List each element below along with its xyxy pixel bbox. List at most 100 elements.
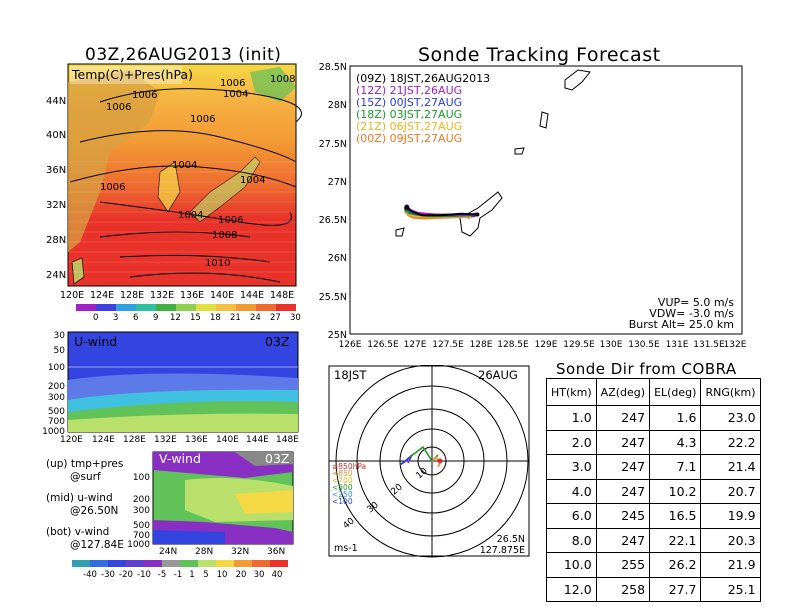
- polar-legend-item: <500: [332, 483, 353, 492]
- contour-label: 1004: [223, 89, 248, 100]
- lon-label: 140E: [210, 290, 234, 301]
- colorbar-label: 24: [250, 313, 261, 322]
- temperature-pressure-map: Temp(C)+Pres(hPa) 1006 1006 1004 1006 10…: [46, 63, 302, 322]
- track-legend: (09Z) 18JST,26AUG2013 (12Z) 21JST,26AUG …: [356, 72, 490, 145]
- polar-legend: ≥850hPa <850 <700 <500 <250 <100: [332, 462, 366, 506]
- v-x-label: 28N: [195, 547, 213, 557]
- note-line: @127.84E: [70, 539, 124, 551]
- table-cell: 245: [595, 503, 651, 529]
- u-y-label: 300: [48, 393, 65, 403]
- table-row: 12.0 258 27.7 25.1: [546, 576, 761, 602]
- table-row: 3.0 247 7.1 21.4: [546, 454, 761, 480]
- track-legend-item: (15Z) 00JST,27AUG: [356, 96, 462, 109]
- table-cell: 1.6: [649, 405, 702, 431]
- contour-label: 1004: [172, 160, 197, 171]
- lon-label: 148E: [270, 290, 294, 301]
- v-x-label: 24N: [159, 547, 177, 557]
- table-cell: 258: [595, 576, 651, 602]
- island-okinawa: [459, 191, 503, 237]
- table-cell: 16.5: [649, 503, 702, 529]
- track-end-point: [475, 212, 480, 217]
- table-cell: 255: [595, 552, 651, 578]
- note-line: (mid) u-wind: [46, 492, 113, 504]
- vup-text: VUP= 5.0 m/s: [658, 296, 734, 309]
- lat-label: 32N: [46, 200, 66, 211]
- table-header: AZ(deg): [595, 378, 651, 406]
- korea-landmass: [157, 161, 181, 213]
- polar-location-lon: 127.875E: [480, 545, 525, 556]
- lon-label: 128E: [120, 290, 144, 301]
- contour-label: 1006: [220, 78, 245, 89]
- contour-label: 1006: [218, 215, 243, 226]
- island-small-2: [539, 111, 549, 129]
- track-lat-label: 26.5N: [319, 215, 347, 226]
- table-cell: 25.1: [700, 576, 761, 602]
- sonde-params: VUP= 5.0 m/s VDW= -3.0 m/s Burst Alt= 25…: [629, 296, 735, 331]
- u-wind-band-yellow: [68, 413, 298, 432]
- map-lat-labels: 44N 40N 36N 32N 28N 24N: [46, 96, 66, 281]
- polar-date: 26AUG: [478, 368, 518, 382]
- note-line: (up) tmp+pres: [46, 458, 124, 470]
- track-legend-item: (18Z) 03JST,27AUG: [356, 108, 462, 121]
- track-start-point: [404, 205, 410, 211]
- u-x-label: 124E: [92, 435, 115, 444]
- table-body: 1.0 247 1.6 23.0 2.0 247 4.3 22.2 3.0 247 7.1 21.4 4…: [546, 405, 761, 602]
- u-y-label: 700: [48, 417, 65, 427]
- wind-colorbar-label: 5: [203, 570, 208, 580]
- table-cell: 22.1: [649, 527, 702, 553]
- u-x-label: 132E: [154, 435, 177, 444]
- contour-label: 1010: [205, 258, 230, 269]
- sonde-track-chart: (09Z) 18JST,26AUG2013 (12Z) 21JST,26AUG …: [319, 62, 747, 350]
- lat-label: 44N: [46, 96, 66, 107]
- china-landmass: [68, 70, 160, 252]
- table-row: 4.0 247 10.2 20.7: [546, 478, 761, 504]
- lon-label: 124E: [90, 290, 114, 301]
- polar-unit: ms-1: [334, 543, 358, 554]
- table-header-row: HT(km) AZ(deg) EL(deg) RNG(km): [546, 378, 761, 406]
- u-wind-panel: U-wind 03Z 30 50 100 200 300 500 700 100…: [42, 331, 299, 444]
- v-x-label: 36N: [267, 547, 285, 557]
- table-cell: 247: [595, 405, 651, 431]
- table-cell: 12.0: [546, 576, 597, 602]
- track-lat-label: 26N: [328, 253, 347, 264]
- wind-colorbar-label: 20: [236, 570, 247, 580]
- v-wind-gray: [235, 452, 293, 466]
- table-cell: 247: [595, 527, 651, 553]
- table-cell: 21.4: [700, 454, 761, 480]
- table-cell: 19.9: [700, 503, 761, 529]
- colorbar-label: 12: [170, 313, 181, 322]
- contour-label: 1008: [212, 230, 237, 241]
- track-lon-label: 132E: [724, 340, 747, 350]
- v-y-label: 300: [133, 506, 150, 516]
- u-y-label: 100: [48, 363, 65, 373]
- wind-colorbar-label: -1: [174, 570, 182, 580]
- colorbar-label: 27: [270, 313, 281, 322]
- wind-colorbar-label: -30: [101, 570, 115, 580]
- table-row: 2.0 247 4.3 22.2: [546, 429, 761, 455]
- track-legend-item: (21Z) 06JST,27AUG: [356, 120, 462, 133]
- contour-labels: 1006 1006 1004 1006 1008 1006 1004 1004 …: [100, 74, 295, 269]
- table-row: 8.0 247 22.1 20.3: [546, 527, 761, 553]
- temperature-colorbar: [76, 304, 296, 311]
- lat-label: 36N: [46, 165, 66, 176]
- track-lon-label: 130E: [600, 340, 623, 350]
- contour-label: 1006: [106, 102, 131, 113]
- colorbar-label: 30: [290, 313, 301, 322]
- track-lon-label: 129E: [535, 340, 558, 350]
- polar-time: 18JST: [334, 368, 367, 382]
- hodograph-blue: [399, 456, 411, 466]
- contour-label: 1006: [100, 182, 125, 193]
- table-row: 10.0 255 26.2 21.9: [546, 552, 761, 578]
- track-legend-item: (00Z) 09JST,27AUG: [356, 132, 462, 145]
- track-lon-label: 126.5E: [367, 340, 399, 350]
- table-cell: 1.0: [546, 405, 597, 431]
- dir-table-title: Sonde Dir from COBRA: [556, 360, 737, 378]
- track-lat-label: 28N: [328, 100, 347, 111]
- contour-label: 1008: [270, 74, 295, 85]
- table-cell: 247: [595, 429, 651, 455]
- track-lon-label: 128.5E: [497, 340, 529, 350]
- lon-label: 144E: [240, 290, 264, 301]
- v-x-label: 32N: [231, 547, 249, 557]
- table-row: 6.0 245 16.5 19.9: [546, 503, 761, 529]
- polar-legend-item: <100: [332, 497, 353, 506]
